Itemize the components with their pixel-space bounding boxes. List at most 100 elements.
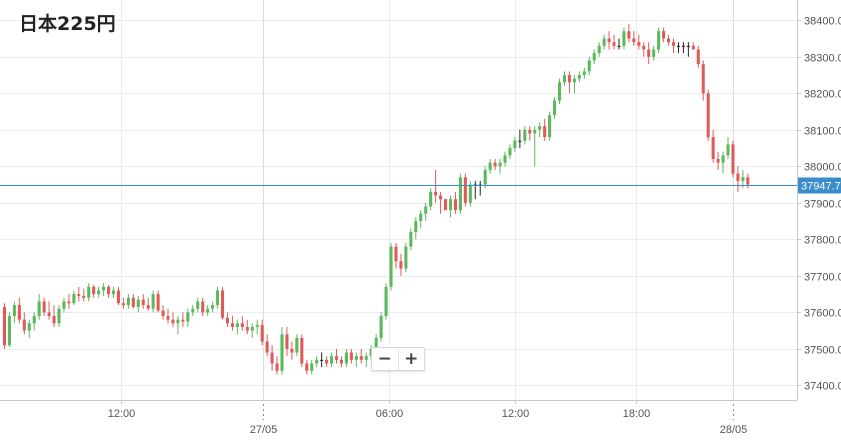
candle-body — [647, 49, 651, 57]
candle-body — [513, 140, 517, 149]
candle-body — [285, 334, 289, 349]
y-tick-label: 37600.0 — [804, 308, 841, 320]
candle-body — [379, 316, 383, 338]
candle-body — [111, 290, 116, 295]
candle-body — [567, 75, 571, 83]
candle-body — [488, 162, 492, 170]
candle-body — [17, 305, 21, 320]
candle-body — [736, 173, 740, 181]
candle-body — [389, 246, 393, 287]
candle-body — [458, 177, 462, 211]
candle-body — [721, 155, 725, 163]
x-tick-label: 12:00 — [108, 408, 136, 420]
zoom-in-button[interactable]: + — [397, 348, 425, 370]
candle-body — [275, 363, 279, 371]
candle-body — [196, 301, 200, 309]
candle-body — [191, 308, 195, 313]
y-tick-label: 38300.0 — [804, 53, 841, 65]
candle-body — [419, 213, 423, 222]
date-label: 28/05 — [720, 424, 748, 436]
candle-body — [483, 169, 487, 185]
candle-body — [632, 38, 636, 43]
chart-title: 日本225円 — [19, 13, 116, 35]
candle-body — [622, 31, 626, 46]
zoom-out-button[interactable]: − — [377, 348, 392, 369]
candle-body — [250, 326, 254, 331]
candle-body — [498, 162, 502, 167]
candle-body — [523, 129, 527, 141]
candle-body — [57, 308, 61, 324]
candle-body — [671, 42, 676, 46]
candle-body — [508, 148, 512, 156]
candle-body — [102, 286, 106, 291]
candle-body — [92, 286, 96, 295]
candle-body — [637, 42, 641, 46]
candle-body — [2, 306, 7, 346]
candle-body — [201, 301, 205, 313]
candle-body — [290, 348, 294, 353]
candle-body — [7, 316, 11, 346]
current-price-label: 37947.7 — [801, 181, 841, 193]
candle-body — [468, 184, 472, 203]
candle-body — [206, 308, 210, 313]
candle-body — [270, 352, 274, 364]
candle-body — [538, 126, 542, 130]
candle-body — [131, 297, 135, 307]
candle-body — [409, 232, 413, 247]
candle-body — [260, 325, 264, 342]
date-label: 27/05 — [250, 424, 278, 436]
candle-body — [280, 334, 284, 371]
x-tick-label: 12:00 — [502, 408, 530, 420]
candle-body — [22, 319, 26, 331]
y-tick-label: 37500.0 — [804, 345, 841, 357]
candle-body — [612, 42, 616, 46]
candle-body — [245, 326, 249, 331]
candle-body — [726, 144, 730, 156]
candle-body — [255, 325, 259, 327]
candle-body — [325, 359, 329, 364]
candle-body — [364, 356, 368, 360]
candle-body — [211, 305, 215, 309]
candle-body — [176, 319, 180, 324]
candle-body — [557, 82, 562, 101]
candle-body — [216, 290, 220, 306]
candle-body — [344, 352, 348, 364]
candle-body — [230, 323, 234, 327]
candle-body — [463, 177, 467, 203]
zoom-controls: − + — [371, 347, 425, 371]
candle-body — [592, 53, 596, 61]
candle-body — [235, 323, 239, 327]
candle-body — [166, 316, 170, 320]
candle-body — [107, 286, 111, 295]
candle-body — [359, 356, 363, 360]
candle-body — [587, 60, 591, 72]
candle-body — [597, 45, 601, 54]
candle-body — [77, 294, 81, 296]
candle-body — [562, 75, 567, 83]
candle-body — [320, 359, 324, 361]
candle-body — [52, 316, 56, 324]
candle-body — [602, 38, 606, 46]
y-tick-label: 37400.0 — [804, 381, 841, 393]
candle-body — [642, 45, 646, 50]
candle-body — [62, 301, 66, 309]
candle-body — [434, 191, 438, 196]
candle-body — [87, 286, 91, 298]
candle-body — [349, 352, 353, 360]
current-price-tag — [798, 177, 841, 194]
candle-body — [681, 45, 685, 47]
candle-body — [686, 45, 690, 47]
candle-body — [746, 177, 750, 185]
x-tick-label: 18:00 — [623, 408, 651, 420]
candle-body — [156, 294, 160, 311]
candle-body — [711, 137, 715, 160]
candle-body — [453, 199, 457, 211]
candle-body — [741, 177, 745, 181]
candle-body — [731, 144, 735, 174]
candle-body — [443, 199, 448, 211]
candle-body — [121, 303, 125, 306]
candle-body — [548, 115, 552, 138]
candle-body — [503, 155, 507, 163]
candle-body — [617, 45, 621, 47]
